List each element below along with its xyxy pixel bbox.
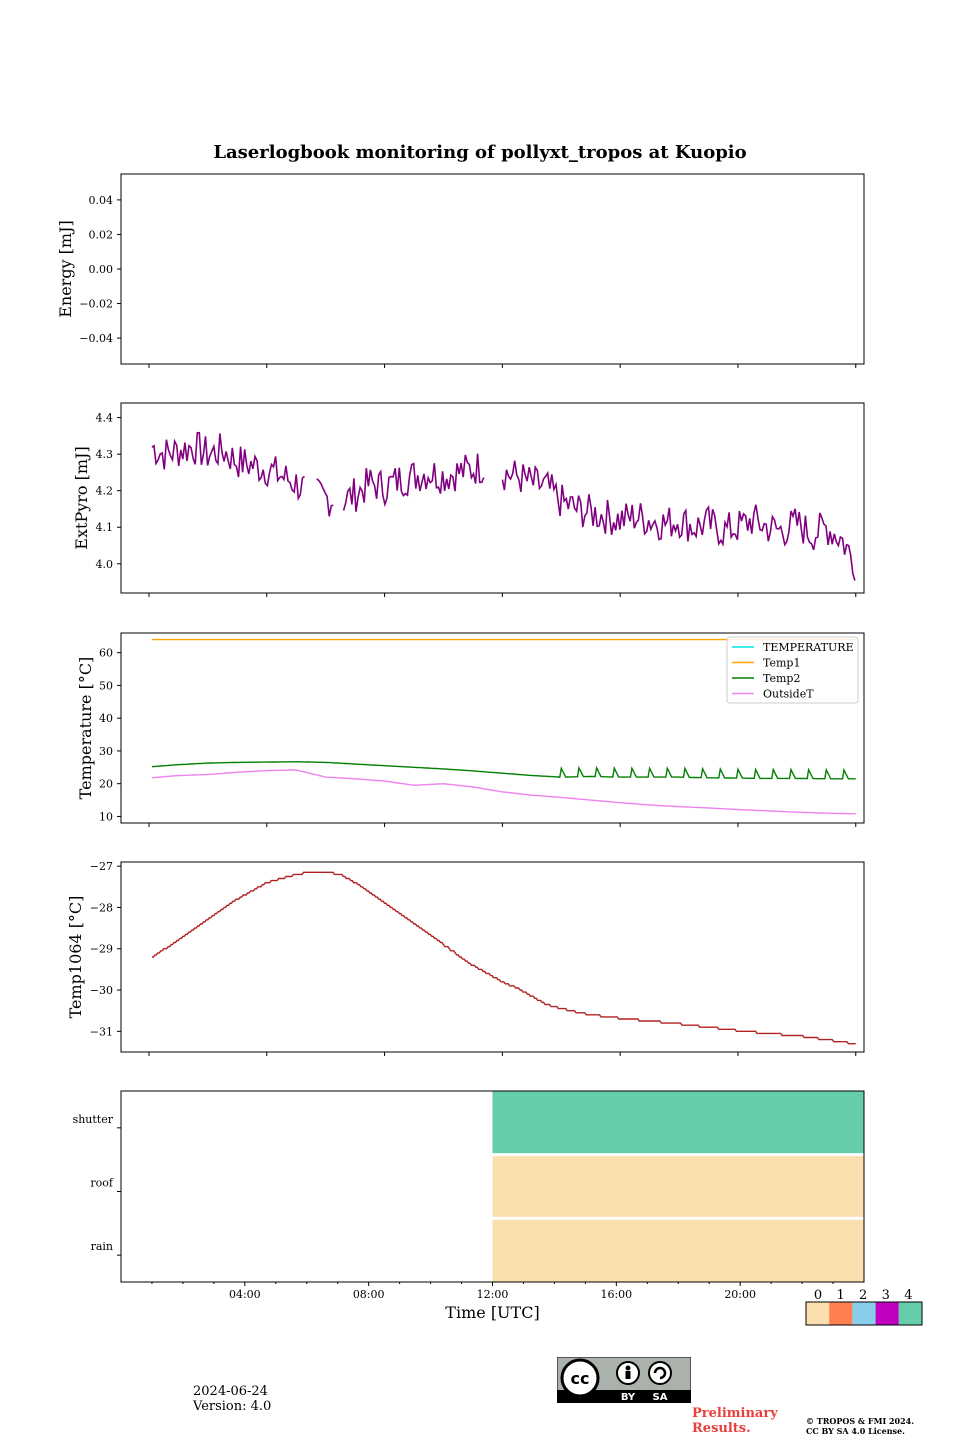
legend-entry-temperature: TEMPERATURE <box>763 641 854 654</box>
cc-logo-icon <box>560 1358 600 1398</box>
cc-logo-text: cc <box>571 1369 590 1388</box>
y-tick-label: −28 <box>90 901 113 914</box>
colorbar-swatch-4 <box>898 1302 922 1325</box>
y-tick-label: 4.4 <box>96 412 114 425</box>
x-tick-label: 12:00 <box>477 1288 509 1301</box>
y-tick-label: 4.3 <box>96 448 114 461</box>
energy-panel: 0.04 0.02 0.00 −0.02 −0.04 Energy [mJ] <box>56 173 865 368</box>
energy-axes-frame <box>120 173 865 365</box>
status-cell-shutter <box>492 1091 864 1154</box>
y-axis-label: Temperature [°C] <box>76 657 95 800</box>
status-row-label-rain: rain <box>91 1240 113 1253</box>
legend-box <box>726 636 859 704</box>
y-tick-label: 60 <box>99 647 113 660</box>
y-axis-label: ExtPyro [mJ] <box>72 446 91 549</box>
y-tick-label: 20 <box>99 778 113 791</box>
by-person-body-icon <box>625 1371 631 1379</box>
status-panel: shutter roof rain 04:00 08:00 12:00 16:00 20:00… <box>73 1090 865 1322</box>
y-tick-label: −30 <box>90 984 113 997</box>
y-tick-label: 0.00 <box>89 263 114 276</box>
legend-entry-temp1: Temp1 <box>763 657 800 670</box>
y-tick-label: 4.2 <box>96 485 114 498</box>
colorbar-swatch-1 <box>829 1302 853 1325</box>
colorbar-swatch-3 <box>875 1302 899 1325</box>
badge-by-label: BY <box>621 1392 636 1403</box>
y-tick-label: −0.04 <box>79 332 113 345</box>
y-tick-label: −27 <box>90 860 113 873</box>
copyright-notice: © TROPOS & FMI 2024. CC BY SA 4.0 Licens… <box>806 1416 946 1436</box>
badge-sa-label: SA <box>653 1392 668 1403</box>
by-person-head-icon <box>625 1365 631 1371</box>
date-label: 2024-06-24 <box>193 1384 268 1399</box>
x-tick-label: 08:00 <box>353 1288 385 1301</box>
extpyro-axes-frame <box>120 402 865 594</box>
version-label: Version: 4.0 <box>193 1399 272 1414</box>
preliminary-results-note: Preliminary Results. <box>692 1406 778 1436</box>
y-axis-label: Energy [mJ] <box>56 220 75 318</box>
y-axis-label: Temp1064 [°C] <box>66 896 85 1019</box>
x-tick-label: 20:00 <box>724 1288 756 1301</box>
x-tick-label: 04:00 <box>229 1288 261 1301</box>
extpyro-panel: 4.4 4.3 4.2 4.1 4.0 ExtPyro [mJ] <box>72 402 865 597</box>
y-tick-label: −29 <box>90 943 113 956</box>
temp2-series-line <box>151 760 856 780</box>
colorbar-tick-label: 4 <box>904 1288 912 1303</box>
colorbar-tick-label: 1 <box>836 1288 844 1303</box>
status-row-label-roof: roof <box>90 1177 114 1190</box>
extpyro-series-line <box>151 431 856 581</box>
y-tick-label: 40 <box>99 712 113 725</box>
x-tick-label: 16:00 <box>600 1288 632 1301</box>
legend: TEMPERATURE Temp1 Temp2 OutsideT <box>726 636 859 704</box>
status-cell-rain <box>492 1219 864 1282</box>
y-tick-label: 4.1 <box>96 521 114 534</box>
y-tick-label: 10 <box>99 810 113 823</box>
colorbar-swatch-0 <box>806 1302 830 1325</box>
legend-entry-temp2: Temp2 <box>763 672 800 685</box>
colorbar-frame <box>805 1301 923 1326</box>
chart-title: Laserlogbook monitoring of pollyxt_tropo… <box>213 142 746 163</box>
temp1064-axes-frame <box>120 861 865 1053</box>
outsidet-series-line <box>151 769 856 815</box>
status-cell-roof <box>492 1156 864 1217</box>
sa-arrow-icon <box>653 1366 667 1380</box>
temp1064-panel: −27 −28 −29 −30 −31 Temp1064 [°C] <box>66 860 865 1056</box>
y-tick-label: 4.0 <box>96 558 114 571</box>
y-tick-label: 50 <box>99 679 113 692</box>
y-tick-label: 0.02 <box>89 228 114 241</box>
status-row-label-shutter: shutter <box>73 1113 114 1126</box>
colorbar-tick-label: 3 <box>882 1288 890 1303</box>
colorbar-tick-label: 0 <box>814 1288 822 1303</box>
y-tick-label: 0.04 <box>89 194 114 207</box>
y-tick-label: 30 <box>99 745 113 758</box>
x-axis-label: Time [UTC] <box>445 1303 539 1322</box>
temperature-axes-frame <box>120 632 865 824</box>
copyright-line-1: © TROPOS & FMI 2024. <box>806 1416 915 1426</box>
colorbar-swatch-2 <box>852 1302 876 1325</box>
cc-by-sa-badge: cc BY SA <box>557 1357 691 1403</box>
temp1064-series-line <box>151 871 856 1045</box>
sa-share-alike-icon <box>648 1361 672 1385</box>
y-tick-label: −31 <box>90 1025 113 1038</box>
copyright-line-2: CC BY SA 4.0 License. <box>806 1426 905 1436</box>
colorbar-tick-label: 2 <box>859 1288 867 1303</box>
legend-entry-outsidet: OutsideT <box>763 688 814 701</box>
y-tick-label: −0.02 <box>79 298 113 311</box>
